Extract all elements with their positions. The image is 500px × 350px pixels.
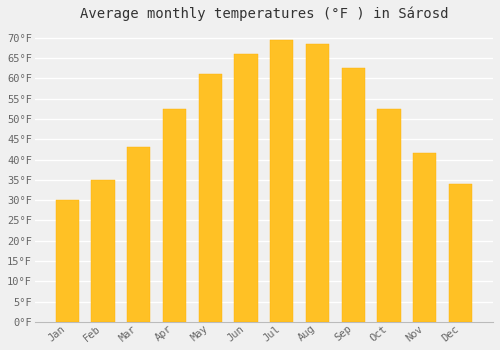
Bar: [306, 44, 329, 322]
Bar: [378, 109, 400, 322]
Bar: [56, 200, 79, 322]
Bar: [163, 109, 186, 322]
Bar: [449, 184, 472, 322]
Title: Average monthly temperatures (°F ) in Sárosd: Average monthly temperatures (°F ) in Sá…: [80, 7, 448, 21]
Bar: [234, 54, 258, 322]
Bar: [127, 147, 150, 322]
Bar: [413, 153, 436, 322]
Bar: [198, 74, 222, 322]
Bar: [342, 68, 365, 322]
Bar: [92, 180, 114, 322]
Bar: [270, 40, 293, 322]
